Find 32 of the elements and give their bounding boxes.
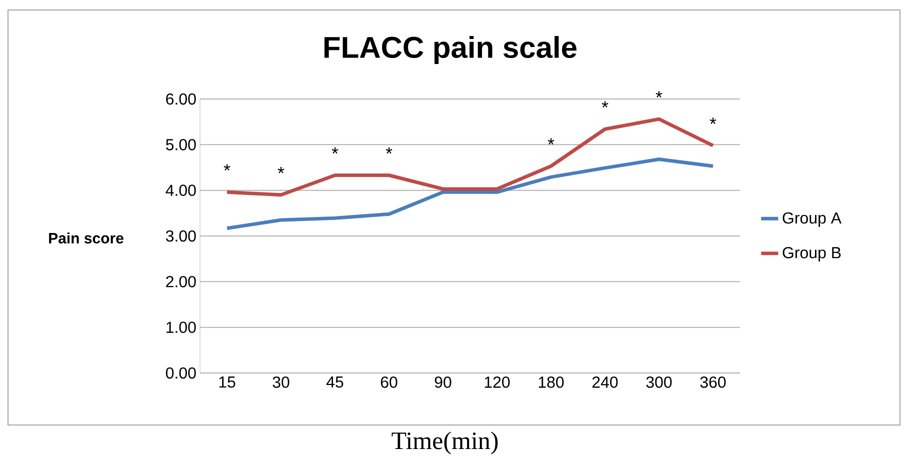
x-tick-label: 60 [380, 376, 398, 388]
annotation: * [548, 138, 554, 145]
legend-label: Group B [782, 246, 841, 262]
x-tick-label: 90 [434, 376, 452, 388]
chart-title: FLACC pain scale [324, 36, 576, 64]
line-series [225, 158, 715, 230]
y-tick-label: 5.00 [166, 139, 196, 150]
x-tick-label: 300 [646, 376, 672, 388]
x-tick-label: 360 [700, 376, 726, 388]
y-axis-title: Pain score [49, 232, 124, 244]
x-tick-label: 45 [326, 376, 344, 388]
x-tick-label: 180 [538, 376, 564, 388]
y-tick-label: 3.00 [166, 230, 196, 242]
y-tick-label: 0.00 [166, 367, 196, 379]
annotation: * [224, 164, 230, 171]
x-tick-label: 30 [272, 376, 290, 388]
y-tick-label: 2.00 [166, 276, 196, 288]
x-tick-label: 15 [219, 376, 236, 388]
line-series [225, 117, 715, 197]
y-tick-label: 4.00 [166, 184, 196, 196]
x-tick-label: 240 [592, 376, 618, 388]
annotation: * [602, 101, 608, 108]
annotation: * [386, 147, 392, 154]
y-tick-label: 6.00 [166, 93, 196, 105]
annotation: * [710, 118, 716, 124]
annotation: * [332, 147, 338, 154]
legend-label: Group A [782, 212, 842, 227]
x-tick-label: 120 [484, 376, 510, 388]
annotation: * [656, 91, 662, 98]
annotation: * [278, 166, 284, 174]
y-tick-label: 1.00 [166, 322, 196, 333]
x-axis-title: Time(min) [392, 432, 498, 454]
